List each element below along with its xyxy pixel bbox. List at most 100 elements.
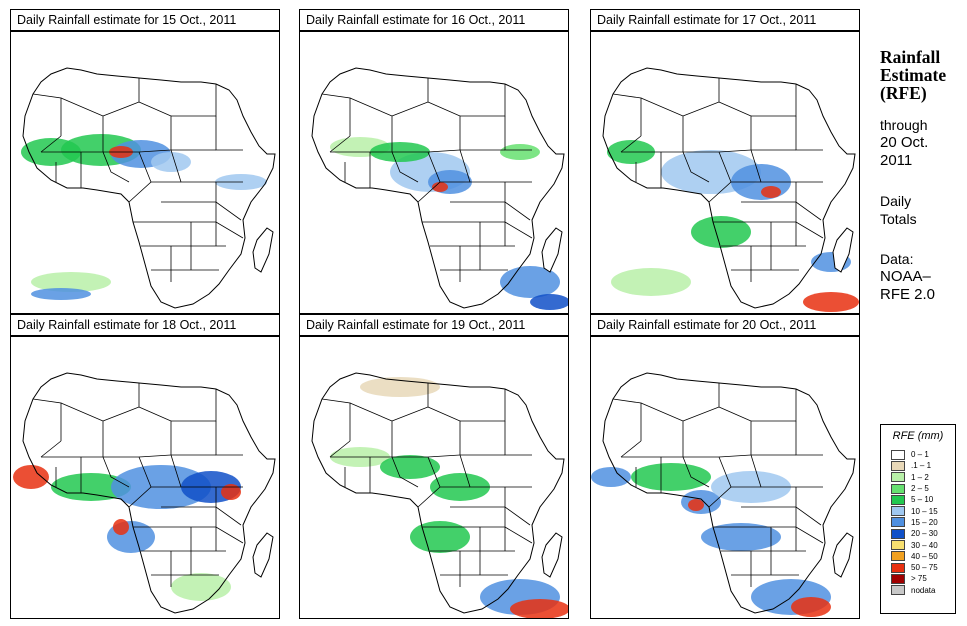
legend-label: 40 – 50	[911, 551, 938, 561]
rainfall-map	[10, 336, 280, 619]
country-border	[459, 454, 532, 488]
legend-label: 5 – 10	[911, 495, 934, 505]
legend-title: RFE (mm)	[892, 430, 944, 442]
rainfall-area	[791, 597, 831, 617]
coastline	[311, 372, 565, 614]
legend-item: 5 – 10	[881, 494, 955, 505]
country-border	[102, 456, 130, 488]
legend-swatch	[891, 506, 905, 517]
map-svg	[602, 67, 859, 312]
map-svg	[311, 372, 568, 618]
panel-title: Daily Rainfall estimate for 19 Oct., 201…	[299, 314, 569, 336]
rainfall-map	[590, 336, 860, 619]
panel-title: Daily Rainfall estimate for 16 Oct., 201…	[299, 9, 569, 31]
country-border	[459, 149, 532, 183]
legend-label: 0 – 1	[911, 450, 929, 460]
rainfall-area	[31, 288, 91, 300]
panel-oct-16: Daily Rainfall estimate for 16 Oct., 201…	[299, 9, 586, 316]
country-border	[620, 440, 642, 458]
legend-item: 0 – 1	[881, 449, 955, 460]
rainfall-area	[380, 455, 440, 479]
legend-label: 10 – 15	[911, 506, 938, 516]
rainfall-area	[611, 268, 691, 296]
legend-swatch	[891, 472, 905, 483]
rainfall-area	[691, 216, 751, 248]
legend-label: 1 – 2	[911, 472, 929, 482]
madagascar	[832, 227, 854, 273]
legend-swatch	[891, 573, 905, 584]
rainfall-area	[410, 521, 470, 553]
legend-swatch	[891, 449, 905, 460]
panel-title: Daily Rainfall estimate for 15 Oct., 201…	[10, 9, 280, 31]
rainfall-map	[10, 31, 280, 314]
country-border	[682, 456, 710, 488]
panel-title: Daily Rainfall estimate for 20 Oct., 201…	[590, 314, 860, 336]
panel-oct-15: Daily Rainfall estimate for 15 Oct., 201…	[10, 9, 297, 316]
country-border	[170, 149, 243, 183]
rainfall-area	[510, 599, 568, 618]
daily-line: Totals	[880, 211, 917, 227]
legend-label: 50 – 75	[911, 563, 938, 573]
through-date: through 20 Oct. 2011	[880, 116, 965, 170]
legend-label: nodata	[911, 585, 936, 595]
country-border	[750, 454, 823, 488]
data-line: RFE 2.0	[880, 286, 936, 303]
legend-swatch	[891, 551, 905, 562]
map-svg	[311, 67, 568, 310]
daily-line: Daily	[880, 193, 912, 209]
panel-oct-17: Daily Rainfall estimate for 17 Oct., 201…	[590, 9, 877, 316]
country-border	[620, 135, 642, 153]
product-title: Rainfall Estimate (RFE)	[880, 48, 965, 102]
rainfall-area	[171, 573, 231, 601]
legend-swatch	[891, 540, 905, 551]
rainfall-area	[13, 465, 49, 489]
country-border	[329, 135, 351, 153]
legend-swatch	[891, 528, 905, 539]
legend-item: .1 – 1	[881, 460, 955, 471]
through-label: through	[880, 117, 928, 133]
data-line: Data:	[880, 251, 914, 267]
panel-oct-19: Daily Rainfall estimate for 19 Oct., 201…	[299, 314, 586, 621]
legend-label: 2 – 5	[911, 484, 929, 494]
legend-item: 1 – 2	[881, 472, 955, 483]
legend-swatch	[891, 483, 905, 494]
country-border	[682, 151, 710, 183]
legend-item: 30 – 40	[881, 539, 955, 551]
country-border	[40, 135, 62, 153]
panel-title: Daily Rainfall estimate for 18 Oct., 201…	[10, 314, 280, 336]
legend-label: .1 – 1	[911, 461, 932, 471]
rainfall-area	[761, 186, 781, 198]
country-border	[391, 456, 419, 488]
panel-oct-18: Daily Rainfall estimate for 18 Oct., 201…	[10, 314, 297, 621]
legend-swatch	[891, 494, 905, 505]
panel-title: Daily Rainfall estimate for 17 Oct., 201…	[590, 9, 860, 31]
coastline	[22, 372, 276, 614]
legend-item: 50 – 75	[881, 562, 955, 573]
madagascar	[541, 227, 563, 273]
rainfall-map	[299, 336, 569, 619]
land-mass	[23, 68, 275, 308]
madagascar	[832, 532, 854, 578]
rainfall-map	[590, 31, 860, 314]
legend-swatch	[891, 562, 905, 573]
legend-item: 10 – 15	[881, 505, 955, 517]
map-svg	[13, 372, 276, 614]
title-line: Estimate	[880, 65, 947, 85]
coastline	[311, 67, 565, 309]
rainfall-area	[113, 519, 129, 535]
rainfall-area	[221, 484, 241, 500]
coastline	[602, 67, 856, 309]
data-source: Data: NOAA– RFE 2.0	[880, 250, 965, 304]
coastline	[22, 67, 276, 309]
legend-label: 20 – 30	[911, 529, 938, 539]
rainfall-area	[31, 272, 111, 292]
rainfall-area	[151, 152, 191, 172]
madagascar	[252, 532, 274, 578]
rainfall-area	[631, 463, 711, 491]
rainfall-area	[701, 523, 781, 551]
madagascar	[541, 532, 563, 578]
date-line: 20 Oct.	[880, 134, 929, 151]
legend-item: 2 – 5	[881, 483, 955, 494]
coastline	[602, 372, 856, 614]
